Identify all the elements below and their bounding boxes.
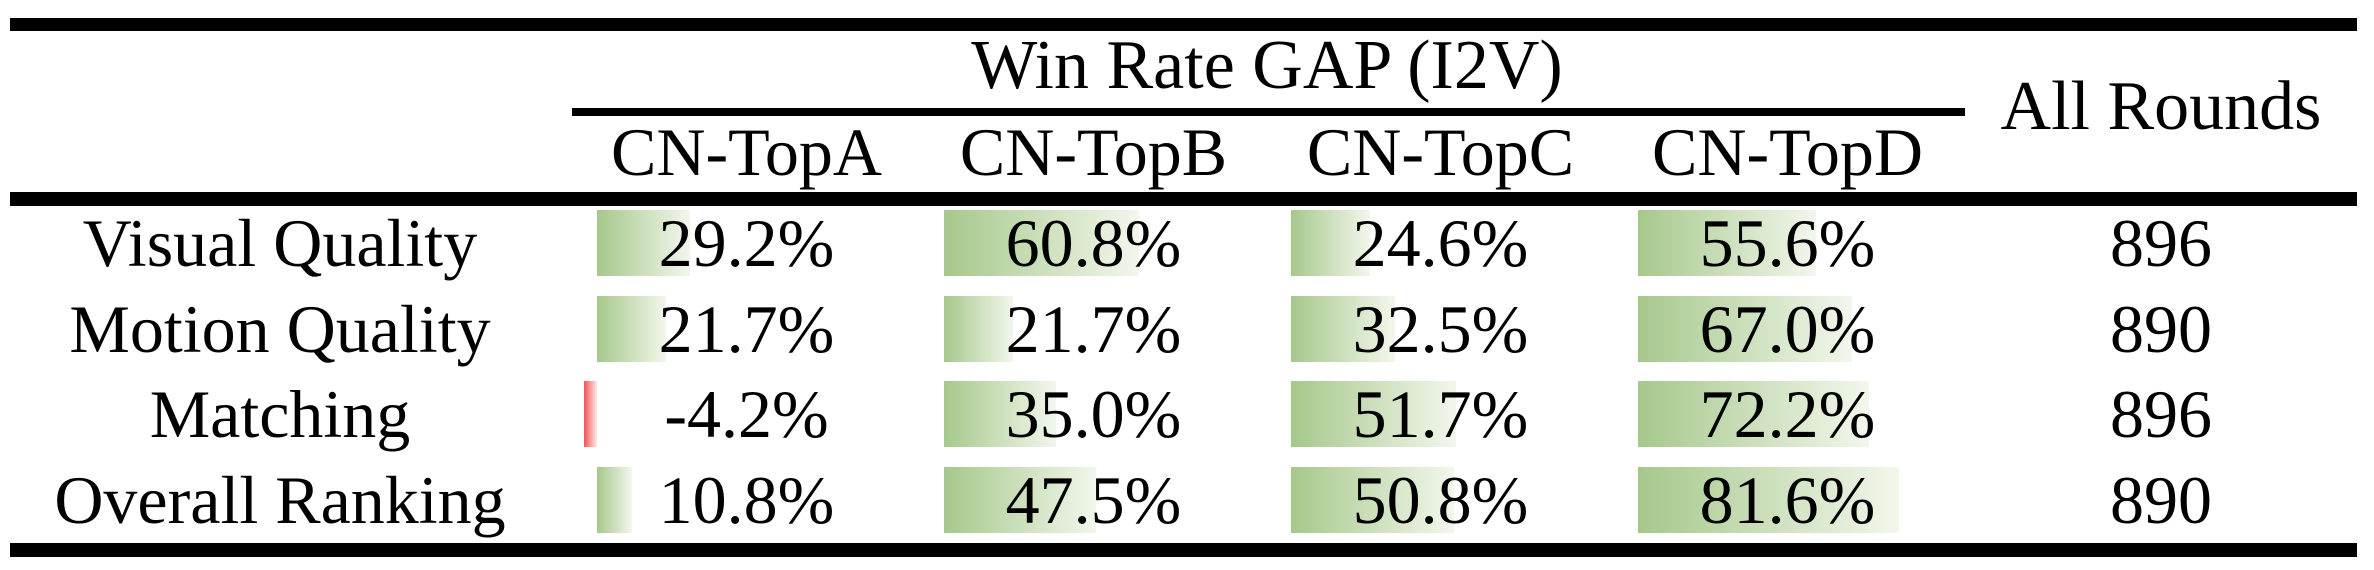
win-rate-bar [1638, 210, 1816, 276]
win-rate-cell: 10.8% [573, 457, 920, 543]
bottom-rule [10, 543, 2357, 557]
group-header-underline-rule [572, 108, 1965, 116]
win-rate-cell: 51.7% [1267, 371, 1614, 457]
win-rate-cell: 24.6% [1267, 200, 1614, 286]
win-rate-bar [944, 381, 1056, 447]
table-row: Motion Quality 21.7% 21.7% 32.5% 67.0% 8… [0, 286, 2374, 372]
win-rate-cell: 72.2% [1614, 371, 1961, 457]
win-rate-cell: 81.6% [1614, 457, 1961, 543]
column-header-all-rounds: All Rounds [2000, 68, 2322, 145]
win-rate-bar [944, 210, 1139, 276]
row-label: Visual Quality [82, 205, 478, 281]
win-rate-bar [597, 467, 632, 533]
win-rate-bar [1638, 296, 1853, 362]
win-rate-value: 10.8% [658, 462, 835, 538]
column-header-cn-topd: CN-TopD [1651, 114, 1923, 190]
win-rate-value: 81.6% [1699, 462, 1876, 538]
win-rate-cell: 47.5% [920, 457, 1267, 543]
column-header-cn-topc: CN-TopC [1306, 114, 1575, 190]
all-rounds-value: 896 [2110, 376, 2212, 452]
win-rate-value: 35.0% [1005, 376, 1182, 452]
win-rate-value: 32.5% [1352, 291, 1529, 367]
win-rate-bar [1638, 381, 1870, 447]
win-rate-value: 55.6% [1699, 205, 1876, 281]
win-rate-cell: 50.8% [1267, 457, 1614, 543]
all-rounds-value: 896 [2110, 205, 2212, 281]
win-rate-cell: 21.7% [573, 286, 920, 372]
win-rate-value: 29.2% [658, 205, 835, 281]
win-rate-cell: -4.2% [573, 371, 920, 457]
win-rate-bar [1291, 296, 1395, 362]
win-rate-value: 60.8% [1005, 205, 1182, 281]
win-rate-value: 24.6% [1352, 205, 1529, 281]
table-row: Visual Quality 29.2% 60.8% 24.6% 55.6% 8… [0, 200, 2374, 286]
header-separator-rule [10, 192, 2357, 206]
win-rate-value: 21.7% [658, 291, 835, 367]
win-rate-cell: 60.8% [920, 200, 1267, 286]
win-rate-cell: 21.7% [920, 286, 1267, 372]
win-rate-bar [1291, 467, 1454, 533]
win-rate-value: 51.7% [1352, 376, 1529, 452]
column-header-cn-topb: CN-TopB [959, 114, 1228, 190]
all-rounds-value: 890 [2110, 291, 2212, 367]
row-label: Motion Quality [69, 291, 491, 367]
group-header-win-rate-gap: Win Rate GAP (I2V) [971, 27, 1563, 104]
win-rate-bar [597, 296, 667, 362]
row-label: Matching [149, 376, 411, 452]
win-rate-value: 72.2% [1699, 376, 1876, 452]
table-row: Overall Ranking 10.8% 47.5% 50.8% 81.6% … [0, 457, 2374, 543]
column-header-cn-topa: CN-TopA [610, 114, 882, 190]
win-rate-cell: 55.6% [1614, 200, 1961, 286]
win-rate-cell: 67.0% [1614, 286, 1961, 372]
win-rate-bar [1638, 467, 1900, 533]
all-rounds-value: 890 [2110, 462, 2212, 538]
win-rate-value: 50.8% [1352, 462, 1529, 538]
row-label: Overall Ranking [54, 462, 506, 538]
win-rate-bar [1291, 381, 1457, 447]
win-rate-value: 47.5% [1005, 462, 1182, 538]
win-rate-cell: 35.0% [920, 371, 1267, 457]
win-rate-cell: 29.2% [573, 200, 920, 286]
win-rate-bar [944, 467, 1096, 533]
win-rate-cell: 32.5% [1267, 286, 1614, 372]
win-rate-value: 67.0% [1699, 291, 1876, 367]
top-rule [10, 18, 2357, 31]
win-rate-bar-negative [583, 381, 597, 447]
win-rate-value: 21.7% [1005, 291, 1182, 367]
win-rate-value: -4.2% [664, 376, 829, 452]
win-rate-bar [597, 210, 691, 276]
win-rate-bar [944, 296, 1014, 362]
win-rate-bar [1291, 210, 1370, 276]
table-row: Matching -4.2% 35.0% 51.7% 72.2% 896 [0, 371, 2374, 457]
